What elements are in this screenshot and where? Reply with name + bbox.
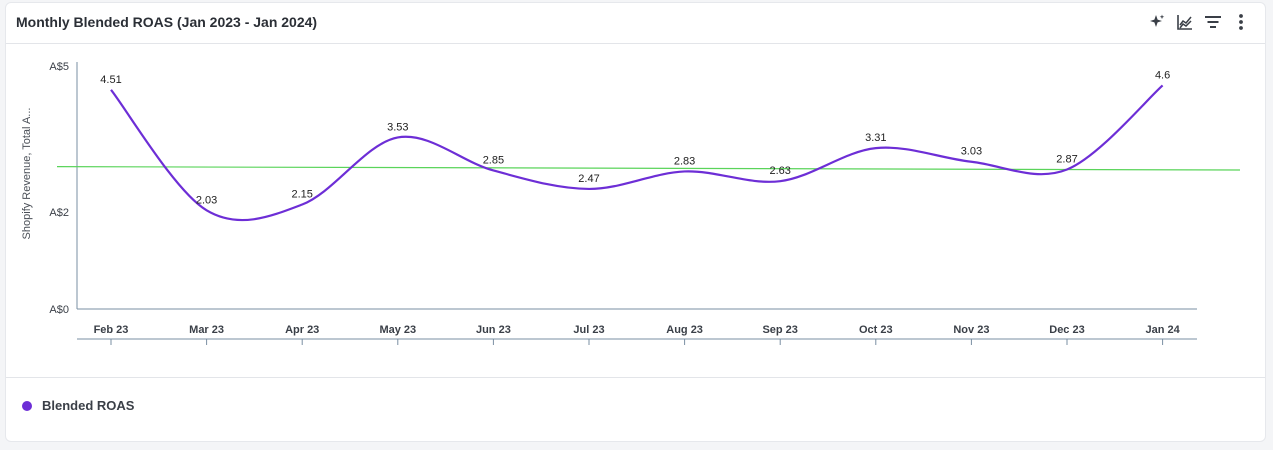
data-label: 3.53	[387, 121, 408, 133]
legend-divider	[6, 377, 1265, 378]
data-label: 2.87	[1056, 154, 1077, 166]
data-label: 4.51	[100, 74, 121, 86]
legend-dot-icon	[22, 400, 32, 411]
legend-item-blended-roas[interactable]: Blended ROAS	[22, 398, 134, 413]
x-tick-label: Dec 23	[1049, 324, 1084, 336]
x-tick-label: Jul 23	[573, 324, 604, 336]
chart-type-icon[interactable]	[1175, 12, 1195, 32]
x-tick-label: Oct 23	[859, 324, 893, 336]
sparkle-icon[interactable]	[1147, 12, 1167, 32]
data-label: 2.83	[674, 155, 695, 167]
data-label: 2.63	[769, 165, 790, 177]
x-tick-label: Sep 23	[762, 324, 797, 336]
x-tick-label: Jan 24	[1145, 324, 1180, 336]
more-vertical-icon[interactable]	[1231, 12, 1251, 32]
data-label: 2.47	[578, 173, 599, 185]
y-tick-label: A$0	[49, 304, 69, 316]
y-axis-title: Shopify Revenue, Total A...	[21, 108, 33, 240]
x-tick-label: Jun 23	[476, 324, 511, 336]
filter-lines-icon[interactable]	[1203, 12, 1223, 32]
x-tick-label: Mar 23	[189, 324, 224, 336]
x-tick-label: Feb 23	[94, 324, 129, 336]
series-line-blended-roas	[110, 84, 1164, 222]
data-label: 2.85	[483, 154, 504, 166]
data-label: 4.6	[1155, 69, 1170, 81]
x-tick-label: Aug 23	[666, 324, 703, 336]
data-label: 3.03	[961, 146, 982, 158]
chart-toolbar	[1147, 12, 1251, 32]
chart-plot-area: A$0 A$2 A$5 Shopify Revenue, Total A... Feb …	[6, 44, 1265, 378]
line-chart: A$0 A$2 A$5 Shopify Revenue, Total A... Feb …	[21, 61, 1241, 345]
data-label: 2.15	[291, 189, 312, 201]
y-tick-label: A$5	[49, 61, 69, 73]
legend-label: Blended ROAS	[42, 398, 135, 413]
reference-line	[56, 166, 1241, 171]
card-header: Monthly Blended ROAS (Jan 2023 - Jan 202…	[6, 3, 1265, 44]
x-tick-label: Apr 23	[285, 324, 319, 336]
data-label: 3.31	[865, 132, 886, 144]
x-tick-label: Nov 23	[953, 324, 989, 336]
chart-title: Monthly Blended ROAS (Jan 2023 - Jan 202…	[16, 14, 318, 30]
data-label: 2.03	[196, 194, 217, 206]
x-tick-label: May 23	[379, 324, 416, 336]
y-tick-label: A$2	[49, 207, 69, 219]
chart-card: Monthly Blended ROAS (Jan 2023 - Jan 202…	[5, 2, 1266, 442]
